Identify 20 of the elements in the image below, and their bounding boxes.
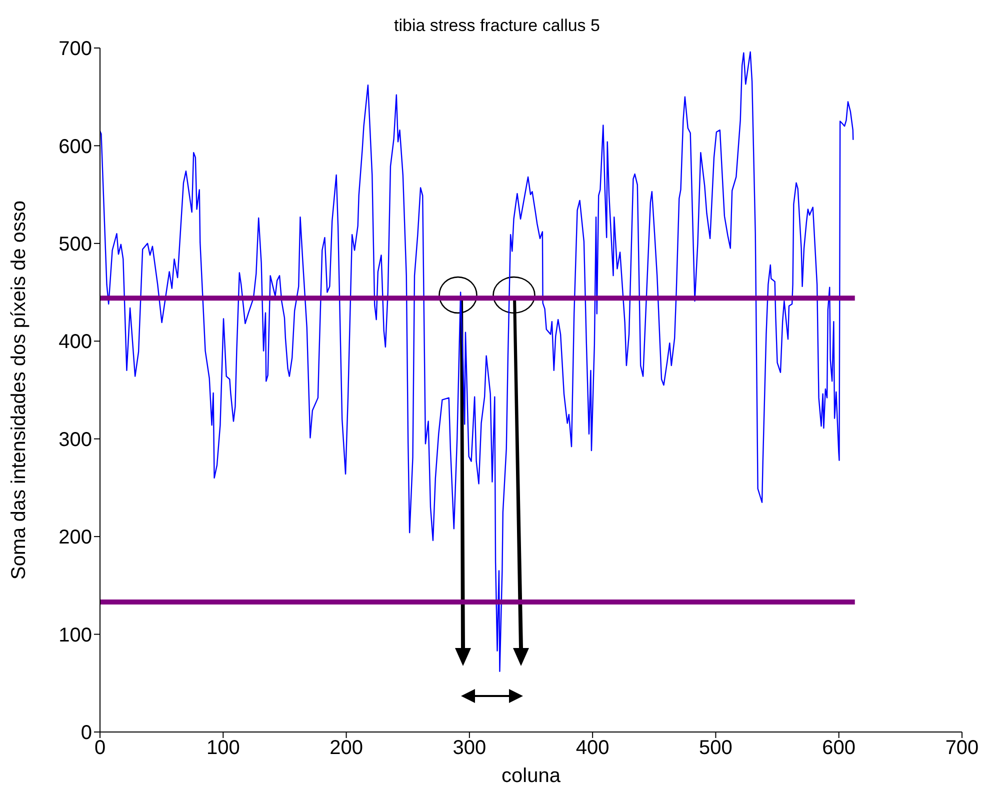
y-axis-title: Soma das intensidades dos píxeis de osso (8, 200, 30, 580)
y-tick-label: 0 (80, 722, 92, 744)
x-tick-label: 200 (330, 737, 363, 760)
chart-title: tibia stress fracture callus 5 (393, 16, 601, 36)
x-tick-label: 0 (94, 737, 106, 760)
y-tick-label: 200 (58, 526, 92, 549)
x-tick-label: 300 (452, 737, 486, 760)
x-tick-label: 400 (576, 737, 610, 760)
x-tick-label: 100 (206, 737, 240, 760)
x-tick-label: 700 (945, 737, 979, 760)
y-tick-label: 400 (58, 331, 92, 354)
x-tick-label: 600 (822, 737, 856, 760)
y-tick-label: 700 (58, 38, 92, 60)
line-series (100, 51, 854, 672)
y-tick-label: 600 (58, 136, 92, 158)
y-tick-label: 300 (58, 428, 92, 451)
y-tick-label: 100 (58, 624, 92, 646)
y-tick-label: 500 (58, 234, 92, 256)
x-axis-title: coluna (502, 765, 562, 787)
x-tick-label: 500 (699, 737, 732, 760)
